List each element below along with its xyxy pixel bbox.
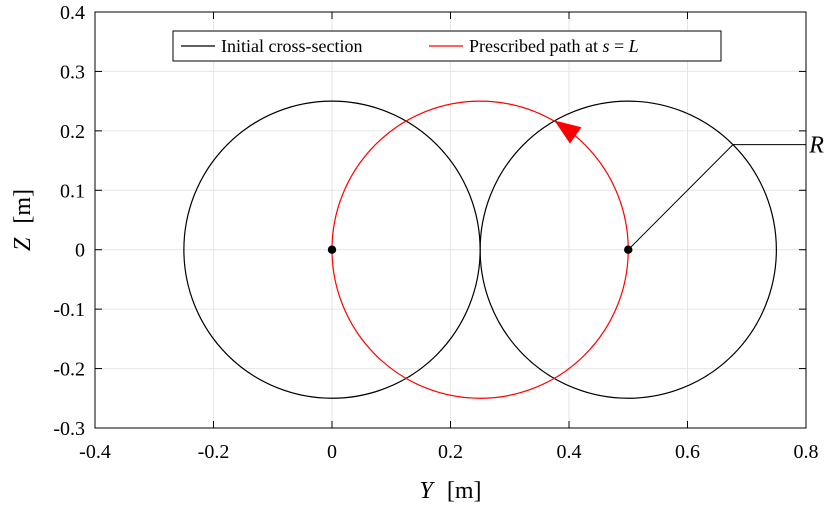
radius-annotation: R <box>627 133 824 251</box>
grid <box>94 11 807 429</box>
y-tick-label: 0 <box>75 240 85 262</box>
y-tick-label: 0.2 <box>60 121 85 143</box>
legend-item-path-var: s <box>602 36 609 56</box>
x-axis-title: Y [m] <box>419 478 481 504</box>
radius-leader-diagonal <box>627 144 734 251</box>
ticks <box>94 11 807 429</box>
y-tick-label: 0.3 <box>60 61 85 83</box>
legend: Initial cross-section Prescribed path at… <box>172 30 722 62</box>
center-left-marker <box>327 245 337 254</box>
y-tick-label: -0.1 <box>53 299 85 321</box>
y-tick-label: 0.4 <box>60 2 85 24</box>
series-initial-cross-section-2 <box>479 100 777 399</box>
x-axis-var: Y <box>419 478 435 504</box>
x-tick-label: 0.8 <box>794 441 819 463</box>
legend-item-initial: Initial cross-section <box>221 36 362 56</box>
y-axis-title: Z [m] <box>10 189 36 251</box>
direction-arrow <box>554 120 582 144</box>
y-axis-var: Z <box>10 237 36 251</box>
x-tick-label: 0 <box>327 441 337 463</box>
legend-item-path: Prescribed path at s = L <box>469 36 639 56</box>
legend-item-path-eq: = <box>609 36 628 56</box>
x-tick-label: 0.2 <box>438 441 463 463</box>
tick-labels: -0.4 -0.2 0 0.2 0.4 0.6 0.8 -0.3 -0.2 -0.1 0 0.1 0.2… <box>53 2 818 463</box>
y-axis-unit: [m] <box>10 189 36 224</box>
radius-label: R <box>808 133 824 159</box>
x-axis-unit: [m] <box>447 478 482 504</box>
x-tick-label: 0.4 <box>557 441 582 463</box>
x-tick-label: 0.6 <box>675 441 700 463</box>
legend-item-path-prefix: Prescribed path at <box>469 36 602 56</box>
y-tick-label: 0.1 <box>60 180 85 202</box>
legend-item-path-var2: L <box>628 36 639 56</box>
x-tick-label: -0.4 <box>79 441 111 463</box>
y-tick-label: -0.3 <box>53 418 85 440</box>
y-tick-label: -0.2 <box>53 359 85 381</box>
x-tick-label: -0.2 <box>198 441 230 463</box>
